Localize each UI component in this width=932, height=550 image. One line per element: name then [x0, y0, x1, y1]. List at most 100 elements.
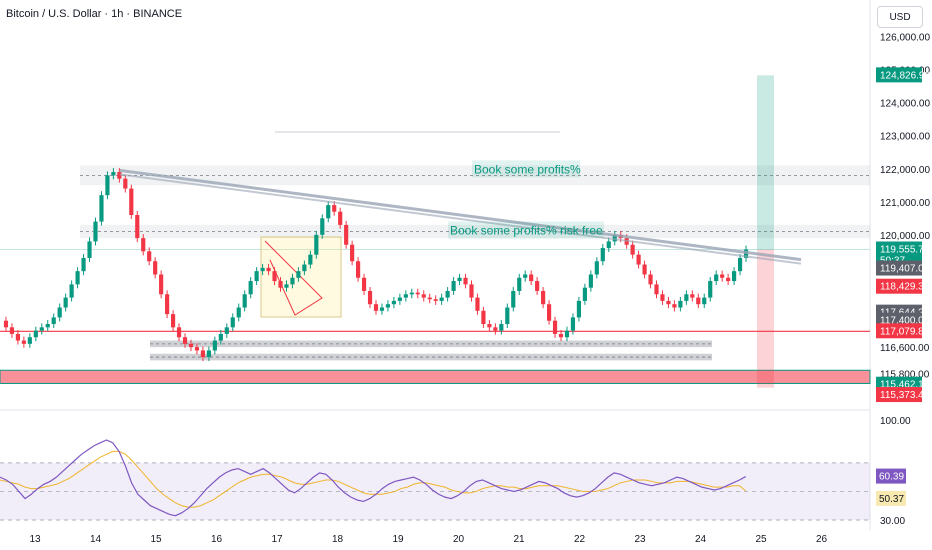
candle	[529, 274, 534, 282]
price-tag-label: 117,079.88	[880, 326, 930, 337]
rsi-ma-line	[0, 450, 747, 508]
candle	[3, 320, 9, 328]
candle	[493, 327, 498, 331]
position-target-zone	[757, 75, 774, 250]
candle	[200, 350, 206, 358]
x-tick-label: 19	[392, 534, 404, 545]
candle	[266, 267, 271, 272]
x-tick-label: 22	[574, 534, 586, 545]
rsi-tag-label: 50.37	[879, 494, 904, 505]
candle	[678, 300, 683, 308]
candle	[212, 340, 217, 351]
price-tag-label: 115,462.11	[880, 380, 929, 391]
trendline-lower	[119, 173, 802, 265]
candle	[732, 271, 737, 282]
price-tag-label: 119,407.06	[880, 264, 930, 275]
candle	[356, 261, 361, 278]
candle	[373, 304, 379, 311]
zone-support-lower	[150, 353, 712, 361]
zone-resistance-lower	[80, 224, 870, 239]
rsi-tag-label: 60.39	[879, 472, 904, 483]
candle	[600, 248, 605, 262]
chart-title: Bitcoin / U.S. Dollar · 1h · BINANCE	[6, 8, 183, 20]
candle	[105, 175, 110, 196]
x-tick-label: 24	[695, 534, 707, 545]
candle	[93, 221, 98, 242]
price-tick-label: 122,000.00	[880, 165, 930, 176]
candle	[737, 257, 743, 272]
candle	[469, 284, 474, 298]
candle	[27, 337, 32, 344]
candle	[720, 274, 725, 278]
candle	[403, 294, 408, 298]
candle	[708, 281, 713, 298]
x-tick-label: 15	[150, 534, 162, 545]
candle	[194, 347, 200, 351]
candle	[218, 333, 223, 341]
candle	[558, 333, 564, 338]
candle	[570, 317, 576, 331]
position-stop-zone	[757, 249, 774, 388]
x-tick-label: 14	[90, 534, 102, 545]
currency-selector[interactable]: USD	[877, 6, 923, 28]
candle	[690, 294, 695, 298]
x-tick-label: 18	[332, 534, 344, 545]
price-tick-label: 123,000.00	[880, 132, 930, 143]
rsi-tag	[876, 490, 906, 506]
candle	[338, 211, 343, 225]
candle	[320, 218, 325, 235]
rsi-tick-label: 100.00	[880, 416, 911, 427]
candle	[517, 277, 522, 291]
candle	[188, 343, 194, 348]
candle	[278, 281, 283, 288]
candle	[421, 294, 426, 298]
candle	[696, 297, 701, 305]
candle	[129, 188, 134, 215]
candle	[111, 172, 116, 176]
candle	[21, 340, 26, 344]
candle	[326, 205, 331, 219]
candle	[439, 297, 444, 301]
price-tag	[876, 387, 922, 403]
price-tag-label: 124,826.90	[880, 70, 930, 81]
candle	[594, 261, 599, 275]
candle	[39, 327, 44, 331]
price-tick-label: 124,000.00	[880, 99, 930, 110]
x-tick-label: 20	[453, 534, 465, 545]
candle	[391, 300, 396, 305]
zone-resistance-upper	[80, 165, 870, 186]
candle	[260, 267, 265, 272]
price-tick-label: 115,800.00	[880, 370, 930, 381]
candle	[230, 317, 235, 328]
candle	[427, 297, 432, 300]
candle	[69, 284, 74, 298]
candle	[487, 324, 492, 328]
annotation-label: Book some profits% risk free	[450, 224, 603, 238]
candle	[660, 294, 665, 301]
candle	[57, 307, 62, 318]
candle	[153, 261, 158, 275]
price-tag	[876, 67, 922, 83]
rsi-tick-label: 30.00	[880, 516, 905, 527]
candle	[206, 350, 211, 358]
candle	[552, 320, 558, 334]
candle	[702, 297, 707, 305]
candle	[159, 274, 164, 295]
x-tick-label: 16	[211, 534, 223, 545]
candle	[588, 274, 593, 288]
candle	[81, 257, 86, 272]
candle	[302, 264, 307, 272]
candle	[254, 271, 259, 282]
candle	[648, 274, 653, 285]
zone-support-upper	[150, 340, 712, 348]
candle	[123, 178, 128, 189]
candle	[135, 215, 140, 239]
candle	[385, 304, 391, 308]
price-tag	[876, 278, 922, 294]
x-tick-label: 25	[755, 534, 767, 545]
candle	[63, 297, 68, 308]
candle	[75, 271, 80, 285]
price-tag-label: 117,400.00	[880, 316, 930, 327]
candle	[654, 284, 659, 295]
